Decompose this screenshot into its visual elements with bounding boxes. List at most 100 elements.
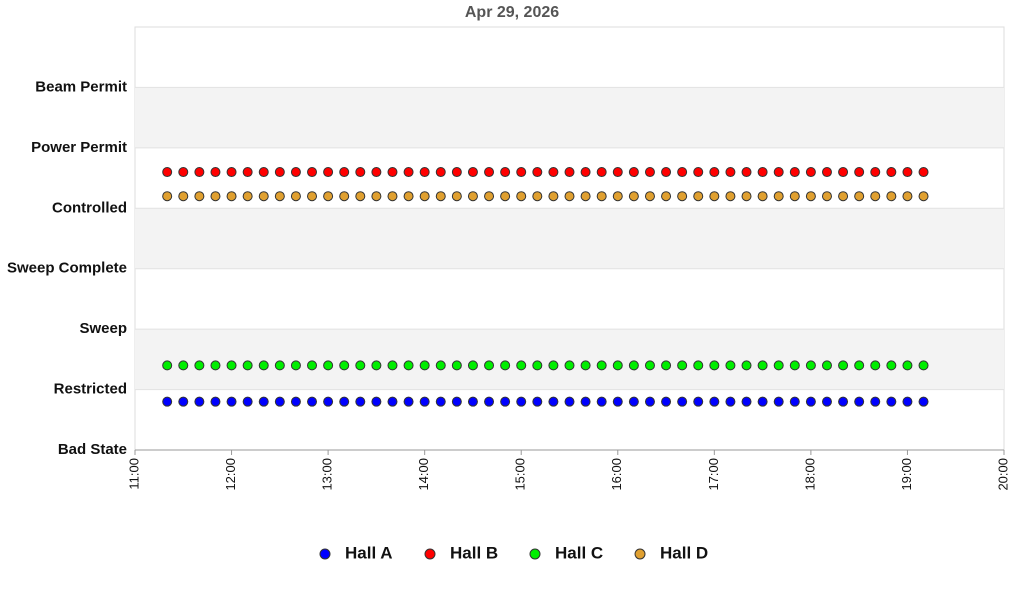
point: [693, 167, 704, 178]
point: [918, 191, 929, 202]
point: [516, 167, 527, 178]
point: [355, 396, 366, 407]
point: [805, 167, 816, 178]
point: [548, 396, 559, 407]
point: [596, 360, 607, 371]
point: [451, 396, 462, 407]
point: [693, 191, 704, 202]
point: [886, 191, 897, 202]
point: [854, 396, 865, 407]
point: [789, 360, 800, 371]
point: [902, 167, 913, 178]
point: [371, 191, 382, 202]
point: [870, 396, 881, 407]
point: [821, 360, 832, 371]
legend-label: Hall A: [345, 543, 393, 562]
point: [564, 191, 575, 202]
point: [596, 167, 607, 178]
point: [854, 191, 865, 202]
x-tick-label: 20:00: [995, 458, 1010, 491]
point: [870, 167, 881, 178]
y-tick-label: Beam Permit: [35, 78, 127, 95]
point: [693, 360, 704, 371]
point: [307, 167, 318, 178]
point: [371, 167, 382, 178]
point: [355, 167, 366, 178]
point: [516, 191, 527, 202]
point: [307, 191, 318, 202]
legend-label: Hall C: [555, 543, 603, 562]
legend-marker: [424, 548, 436, 560]
point: [757, 167, 768, 178]
point: [178, 167, 189, 178]
x-tick-label: 11:00: [126, 458, 141, 490]
point: [886, 167, 897, 178]
point: [162, 396, 173, 407]
point: [178, 396, 189, 407]
point: [290, 167, 301, 178]
chart-title: Apr 29, 2026: [465, 4, 559, 21]
point: [290, 191, 301, 202]
point: [741, 396, 752, 407]
point: [403, 167, 414, 178]
point: [339, 191, 350, 202]
point: [323, 360, 334, 371]
point: [307, 396, 318, 407]
point: [226, 396, 237, 407]
x-tick-label: 13:00: [320, 458, 335, 491]
point: [210, 167, 221, 178]
point: [162, 167, 173, 178]
y-tick-label: Restricted: [54, 381, 127, 398]
point: [773, 360, 784, 371]
point: [194, 191, 205, 202]
point: [178, 191, 189, 202]
legend-label: Hall B: [450, 543, 498, 562]
legend-marker: [319, 548, 331, 560]
point: [435, 167, 446, 178]
point: [258, 167, 269, 178]
point: [709, 167, 720, 178]
point: [805, 360, 816, 371]
point: [403, 191, 414, 202]
x-tick-label: 12:00: [223, 458, 238, 491]
legend-marker: [529, 548, 541, 560]
y-tick-label: Bad State: [58, 441, 127, 458]
point: [918, 396, 929, 407]
point: [355, 191, 366, 202]
point: [805, 191, 816, 202]
point: [435, 191, 446, 202]
point: [419, 167, 430, 178]
point: [435, 396, 446, 407]
y-tick-label: Controlled: [52, 199, 127, 216]
point: [628, 360, 639, 371]
point: [323, 191, 334, 202]
point: [178, 360, 189, 371]
point: [838, 191, 849, 202]
point: [612, 360, 623, 371]
point: [467, 360, 478, 371]
point: [789, 191, 800, 202]
point: [194, 167, 205, 178]
band: [135, 329, 1004, 390]
point: [628, 396, 639, 407]
point: [644, 167, 655, 178]
point: [725, 191, 736, 202]
point: [580, 167, 591, 178]
point: [725, 396, 736, 407]
point: [500, 191, 511, 202]
point: [548, 191, 559, 202]
point: [918, 360, 929, 371]
x-tick-label: 16:00: [609, 458, 624, 491]
point: [580, 191, 591, 202]
point: [838, 396, 849, 407]
band: [135, 87, 1004, 148]
point: [821, 191, 832, 202]
point: [500, 396, 511, 407]
point: [725, 167, 736, 178]
point: [918, 167, 929, 178]
point: [307, 360, 318, 371]
point: [564, 167, 575, 178]
point: [580, 396, 591, 407]
point: [162, 360, 173, 371]
point: [226, 167, 237, 178]
